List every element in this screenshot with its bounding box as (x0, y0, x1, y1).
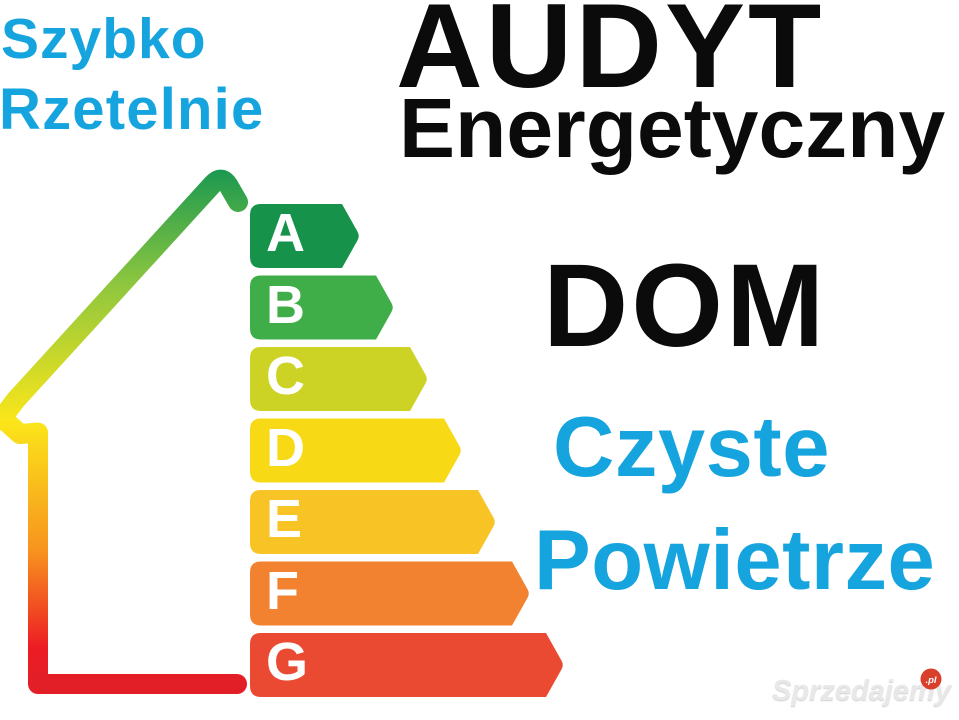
svg-text:.pl: .pl (925, 675, 936, 686)
